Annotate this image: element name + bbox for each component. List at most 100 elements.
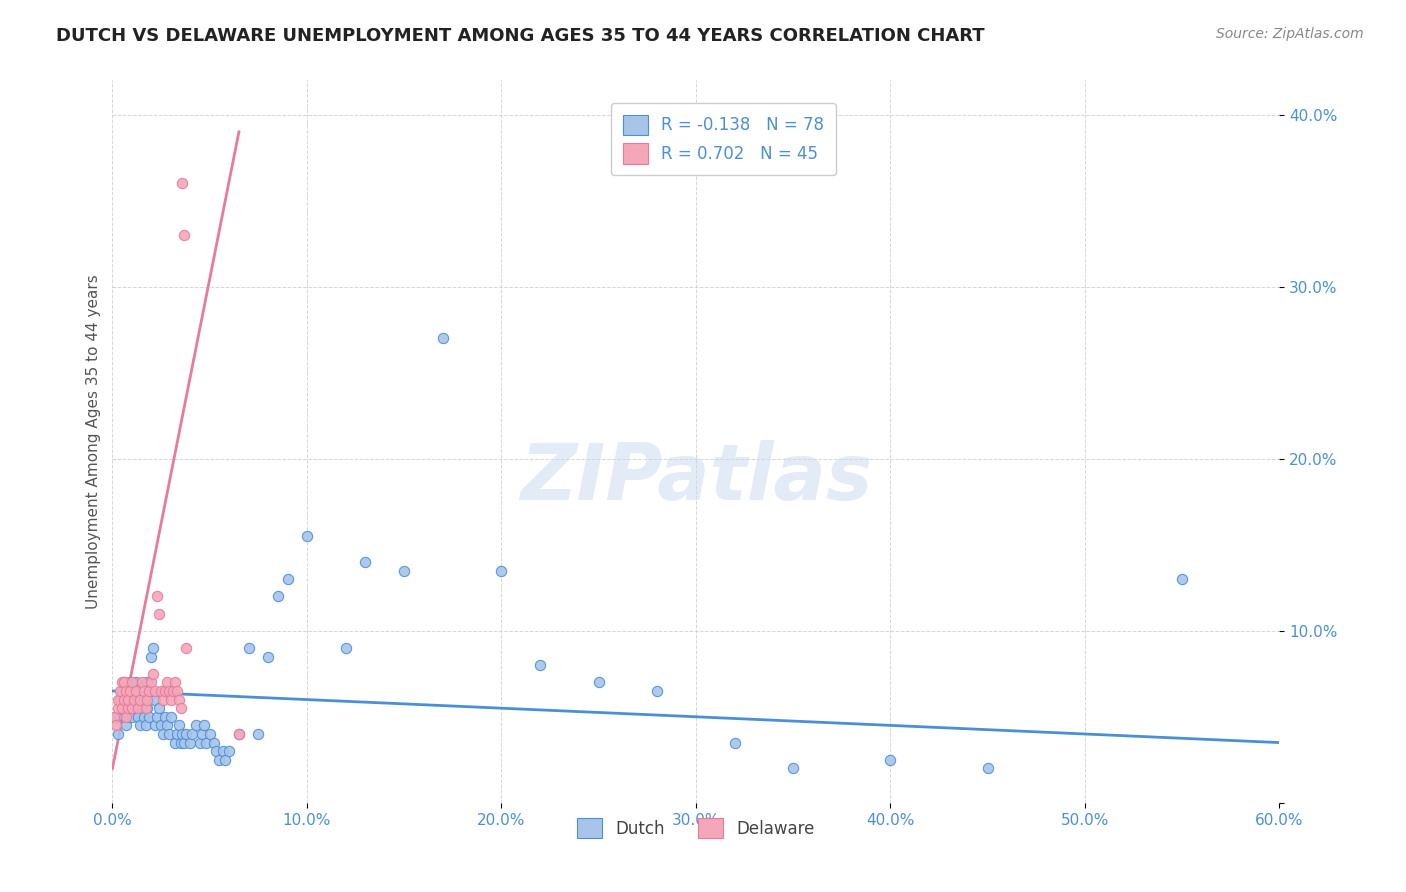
Point: [107, 692, 129, 706]
Point: [173, 228, 195, 243]
Point: [118, 675, 141, 690]
Point: [169, 735, 191, 749]
Point: [257, 649, 280, 664]
Point: [141, 649, 163, 664]
Point: [136, 692, 159, 706]
Point: [176, 640, 198, 655]
Point: [354, 555, 377, 569]
Point: [166, 727, 188, 741]
Point: [150, 718, 173, 732]
Point: [432, 331, 454, 345]
Point: [181, 727, 204, 741]
Point: [162, 684, 184, 698]
Point: [136, 701, 159, 715]
Point: [105, 710, 128, 724]
Point: [112, 692, 135, 706]
Point: [160, 692, 183, 706]
Point: [111, 701, 134, 715]
Point: [184, 718, 207, 732]
Point: [153, 710, 176, 724]
Point: [179, 735, 201, 749]
Point: [194, 735, 217, 749]
Point: [150, 684, 173, 698]
Text: ZIPatlas: ZIPatlas: [520, 440, 872, 516]
Point: [121, 710, 143, 724]
Point: [135, 718, 157, 732]
Point: [172, 177, 194, 191]
Point: [724, 735, 747, 749]
Point: [136, 675, 159, 690]
Point: [141, 675, 163, 690]
Point: [121, 701, 143, 715]
Point: [143, 718, 166, 732]
Point: [176, 727, 198, 741]
Point: [152, 692, 174, 706]
Point: [167, 692, 190, 706]
Point: [394, 564, 416, 578]
Legend: Dutch, Delaware: Dutch, Delaware: [571, 812, 821, 845]
Point: [202, 735, 225, 749]
Point: [148, 607, 170, 621]
Point: [228, 727, 250, 741]
Point: [138, 684, 160, 698]
Point: [107, 727, 129, 741]
Point: [491, 564, 513, 578]
Text: Source: ZipAtlas.com: Source: ZipAtlas.com: [1216, 27, 1364, 41]
Point: [142, 666, 165, 681]
Text: DUTCH VS DELAWARE UNEMPLOYMENT AMONG AGES 35 TO 44 YEARS CORRELATION CHART: DUTCH VS DELAWARE UNEMPLOYMENT AMONG AGE…: [56, 27, 984, 45]
Point: [146, 710, 169, 724]
Point: [127, 692, 149, 706]
Point: [111, 701, 134, 715]
Point: [105, 718, 128, 732]
Point: [529, 658, 551, 673]
Point: [166, 684, 188, 698]
Point: [218, 744, 240, 758]
Point: [127, 710, 149, 724]
Point: [110, 692, 132, 706]
Point: [125, 675, 148, 690]
Point: [204, 744, 226, 758]
Point: [163, 735, 186, 749]
Point: [879, 753, 901, 767]
Point: [142, 640, 165, 655]
Point: [110, 684, 132, 698]
Point: [122, 684, 145, 698]
Point: [127, 701, 149, 715]
Point: [117, 701, 139, 715]
Point: [118, 684, 141, 698]
Point: [157, 684, 180, 698]
Point: [135, 701, 157, 715]
Point: [157, 727, 180, 741]
Point: [128, 692, 150, 706]
Point: [131, 701, 153, 715]
Point: [335, 640, 357, 655]
Point: [111, 684, 134, 698]
Point: [188, 735, 211, 749]
Point: [247, 727, 270, 741]
Point: [138, 684, 160, 698]
Point: [128, 718, 150, 732]
Point: [131, 675, 153, 690]
Point: [125, 684, 148, 698]
Point: [169, 701, 191, 715]
Point: [115, 710, 138, 724]
Point: [172, 727, 194, 741]
Point: [143, 684, 166, 698]
Point: [117, 710, 139, 724]
Point: [112, 675, 135, 690]
Point: [112, 675, 135, 690]
Point: [191, 727, 214, 741]
Point: [228, 727, 250, 741]
Point: [103, 710, 125, 724]
Point: [146, 590, 169, 604]
Point: [148, 701, 170, 715]
Point: [295, 529, 318, 543]
Point: [782, 761, 804, 775]
Point: [117, 692, 139, 706]
Point: [276, 572, 298, 586]
Point: [153, 684, 176, 698]
Point: [156, 675, 179, 690]
Point: [115, 718, 138, 732]
Point: [132, 710, 155, 724]
Point: [160, 710, 183, 724]
